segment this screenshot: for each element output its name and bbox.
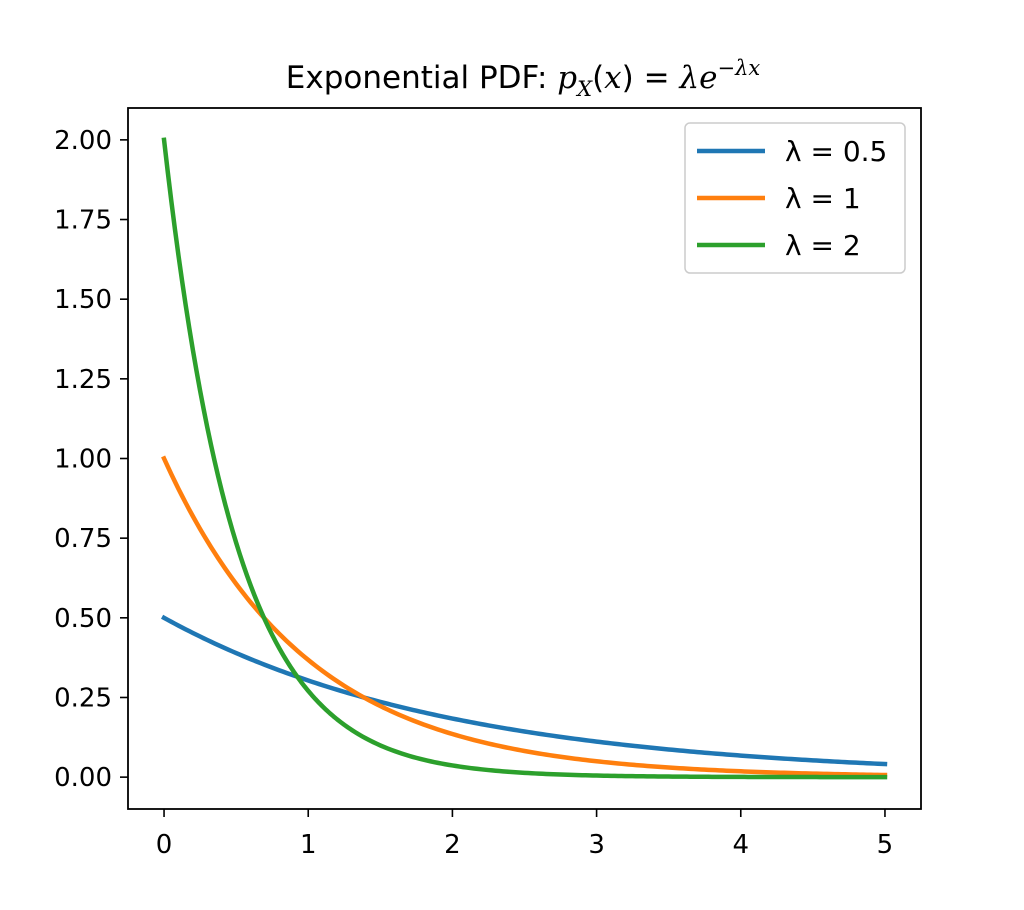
title-sub: X	[575, 77, 593, 101]
title-e: e	[699, 60, 717, 96]
title-open-paren: (	[592, 60, 604, 96]
title-x: x	[604, 60, 622, 96]
title-p: p	[557, 60, 577, 96]
title-superscript: −λx	[717, 56, 760, 80]
legend-label-2: λ = 1	[785, 182, 861, 215]
x-tick-label: 3	[588, 830, 605, 860]
series-line-2	[161, 455, 888, 778]
x-tick-label: 1	[300, 830, 317, 860]
y-tick-label: 2.00	[54, 126, 112, 156]
series-line-3	[161, 137, 888, 780]
legend-box	[684, 122, 906, 274]
y-tick-label: 1.00	[54, 445, 112, 475]
y-tick-label: 0.75	[54, 524, 112, 554]
legend-label-3: λ = 2	[785, 229, 861, 262]
y-tick-label: 0.00	[54, 763, 112, 793]
x-tick-label: 4	[732, 830, 749, 860]
title-close-paren: )	[622, 60, 634, 96]
x-tick-label: 0	[156, 830, 173, 860]
series-line-1	[160, 614, 888, 767]
title-prefix: Exponential PDF:	[286, 60, 557, 96]
series-lines	[160, 137, 888, 780]
x-tick-label: 2	[444, 830, 461, 860]
chart-title: Exponential PDF: pX(x) = λe−λx	[286, 56, 761, 101]
x-tick-label: 5	[877, 830, 894, 860]
title-lambda: λ	[677, 60, 699, 96]
legend-entries: λ = 0.5 λ = 1 λ = 2	[697, 135, 887, 262]
title-equals: =	[634, 60, 680, 96]
y-tick-label: 1.75	[54, 206, 112, 236]
y-tick-label: 1.50	[54, 285, 112, 315]
axes: 0 1 2 3 4 5 0.00 0.25 0.50 0.75 1.00 1.25 1.50 1.75 2.…	[54, 126, 893, 860]
legend: λ = 0.5 λ = 1 λ = 2	[684, 122, 906, 274]
y-tick-label: 0.50	[54, 604, 112, 634]
y-tick-label: 0.25	[54, 683, 112, 713]
legend-label-1: λ = 0.5	[785, 135, 887, 168]
y-tick-label: 1.25	[54, 365, 112, 395]
